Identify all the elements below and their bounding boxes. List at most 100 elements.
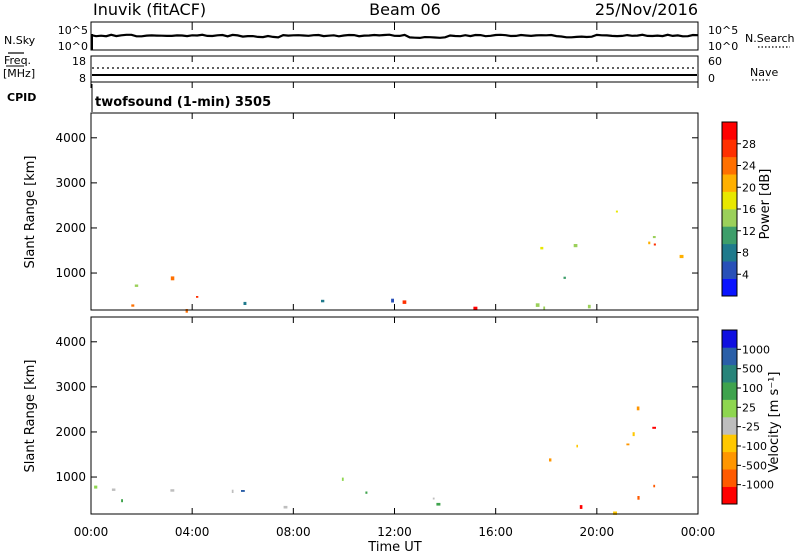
date-title: 25/Nov/2016	[595, 0, 698, 19]
velocity-data-cells	[94, 406, 656, 515]
range-tick-label: 1000	[55, 470, 86, 484]
colorbar-segment	[722, 122, 737, 140]
colorbar-segment	[722, 139, 737, 158]
scatter-cell	[121, 499, 123, 503]
time-tick-label: 00:00	[681, 525, 716, 539]
scatter-cell	[679, 254, 684, 259]
colorbar-tick-label: 12	[742, 225, 756, 238]
colorbar-tick-label: -100	[742, 440, 767, 453]
colorbar-segment	[722, 174, 737, 192]
cpid-text: twofsound (1-min) 3505	[95, 95, 271, 110]
nave-label: Nave	[750, 66, 778, 79]
colorbar-tick-label: -500	[742, 459, 767, 472]
colorbar-segment	[722, 486, 737, 505]
noise-left-label: N.Sky	[4, 34, 36, 47]
scatter-cell	[341, 477, 344, 481]
colorbar-tick-label: 100	[742, 382, 763, 395]
velocity-ylabel: Slant Range [km]	[23, 360, 38, 473]
time-tick-label: 20:00	[580, 525, 615, 539]
colorbar-tick-label: 1000	[742, 343, 770, 356]
colorbar-frame	[721, 329, 738, 505]
colorbar-segment	[722, 243, 737, 262]
time-tick-label: 16:00	[478, 525, 513, 539]
scatter-cell	[653, 243, 656, 246]
colorbar-tick-label: -25	[742, 421, 760, 434]
colorbar-segment	[722, 469, 737, 487]
colorbar-segment	[722, 191, 737, 210]
beam-title: Beam 06	[369, 0, 441, 19]
noise-right-tick-bottom: 10^0	[708, 40, 738, 53]
scatter-cell	[540, 246, 544, 250]
time-axis-label: Time UT	[367, 540, 421, 554]
velocity-colorbar-label: Velocity [m s⁻¹]	[767, 372, 782, 473]
freq-tick-bottom: 8	[79, 72, 86, 85]
colorbar-segment	[722, 434, 737, 453]
colorbar-tick-label: 4	[742, 268, 749, 281]
time-tick-label: 12:00	[377, 525, 412, 539]
cpid-label: CPID	[7, 91, 36, 104]
colorbar-segment	[722, 382, 737, 400]
scatter-cell	[626, 443, 630, 446]
noise-right-tick-top: 10^5	[708, 24, 738, 37]
nave-tick-top: 60	[708, 55, 722, 68]
colorbar-segment	[722, 226, 737, 245]
scatter-cell	[402, 300, 407, 304]
scatter-cell	[473, 306, 478, 311]
colorbar-tick-label: 16	[742, 203, 756, 216]
colorbar-segment	[722, 399, 737, 418]
scatter-cell	[653, 484, 656, 488]
colorbar-segment	[722, 364, 737, 383]
colorbar-segment	[722, 278, 737, 297]
scatter-cell	[573, 244, 578, 248]
range-tick-label: 3000	[55, 176, 86, 190]
scatter-cell	[391, 298, 394, 303]
power-panel-frame	[90, 112, 699, 311]
scatter-cell	[636, 406, 640, 411]
scatter-cell	[587, 304, 591, 309]
colorbar-tick-label: 500	[742, 363, 763, 376]
scatter-cell	[648, 241, 651, 245]
scatter-cell	[579, 505, 583, 509]
scatter-cell	[321, 299, 325, 303]
power-ylabel: Slant Range [km]	[23, 156, 38, 269]
colorbar-tick-label: 20	[742, 181, 756, 194]
range-tick-label: 2000	[55, 221, 86, 235]
scatter-cell	[576, 444, 578, 448]
time-tick-label: 04:00	[175, 525, 210, 539]
scatter-cell	[94, 485, 98, 489]
power-data-cells	[131, 210, 684, 313]
colorbar-segment	[722, 261, 737, 279]
colorbar-segment	[722, 209, 737, 227]
noise-trace	[90, 33, 699, 40]
nave-tick-bottom: 0	[708, 72, 715, 85]
scatter-cell	[131, 304, 135, 307]
scatter-cell	[535, 303, 540, 307]
colorbar-segment	[722, 347, 737, 366]
scatter-cell	[365, 491, 368, 494]
colorbar-segment	[722, 156, 737, 175]
power-panel: 1000 2000 3000 4000 Slant Range [km] 4 8 12 16…	[23, 112, 773, 313]
velocity-panel: 1000 2000 3000 4000 Slant Range [km] -1000 -…	[23, 316, 782, 515]
scatter-cell	[632, 432, 635, 437]
colorbar-tick-label: 28	[742, 138, 756, 151]
scatter-cell	[613, 511, 617, 515]
colorbar-tick-label: 25	[742, 401, 756, 414]
scatter-cell	[615, 210, 618, 213]
velocity-panel-frame	[90, 316, 699, 515]
freq-label-1: Freq.	[4, 54, 31, 67]
scatter-cell	[549, 458, 552, 462]
freq-tick-top: 18	[72, 55, 86, 68]
colorbar-segment	[722, 417, 737, 435]
scatter-cell	[196, 296, 199, 298]
time-tick-label: 00:00	[74, 525, 109, 539]
noise-right-label: N.Search	[745, 32, 795, 45]
scatter-cell	[243, 301, 247, 305]
scatter-cell	[283, 505, 288, 509]
scatter-cell	[652, 236, 656, 239]
scatter-cell	[652, 426, 656, 429]
colorbar-tick-label: 8	[742, 247, 749, 260]
scatter-cell	[432, 497, 435, 500]
scatter-cell	[241, 490, 245, 492]
scatter-cell	[134, 284, 139, 287]
